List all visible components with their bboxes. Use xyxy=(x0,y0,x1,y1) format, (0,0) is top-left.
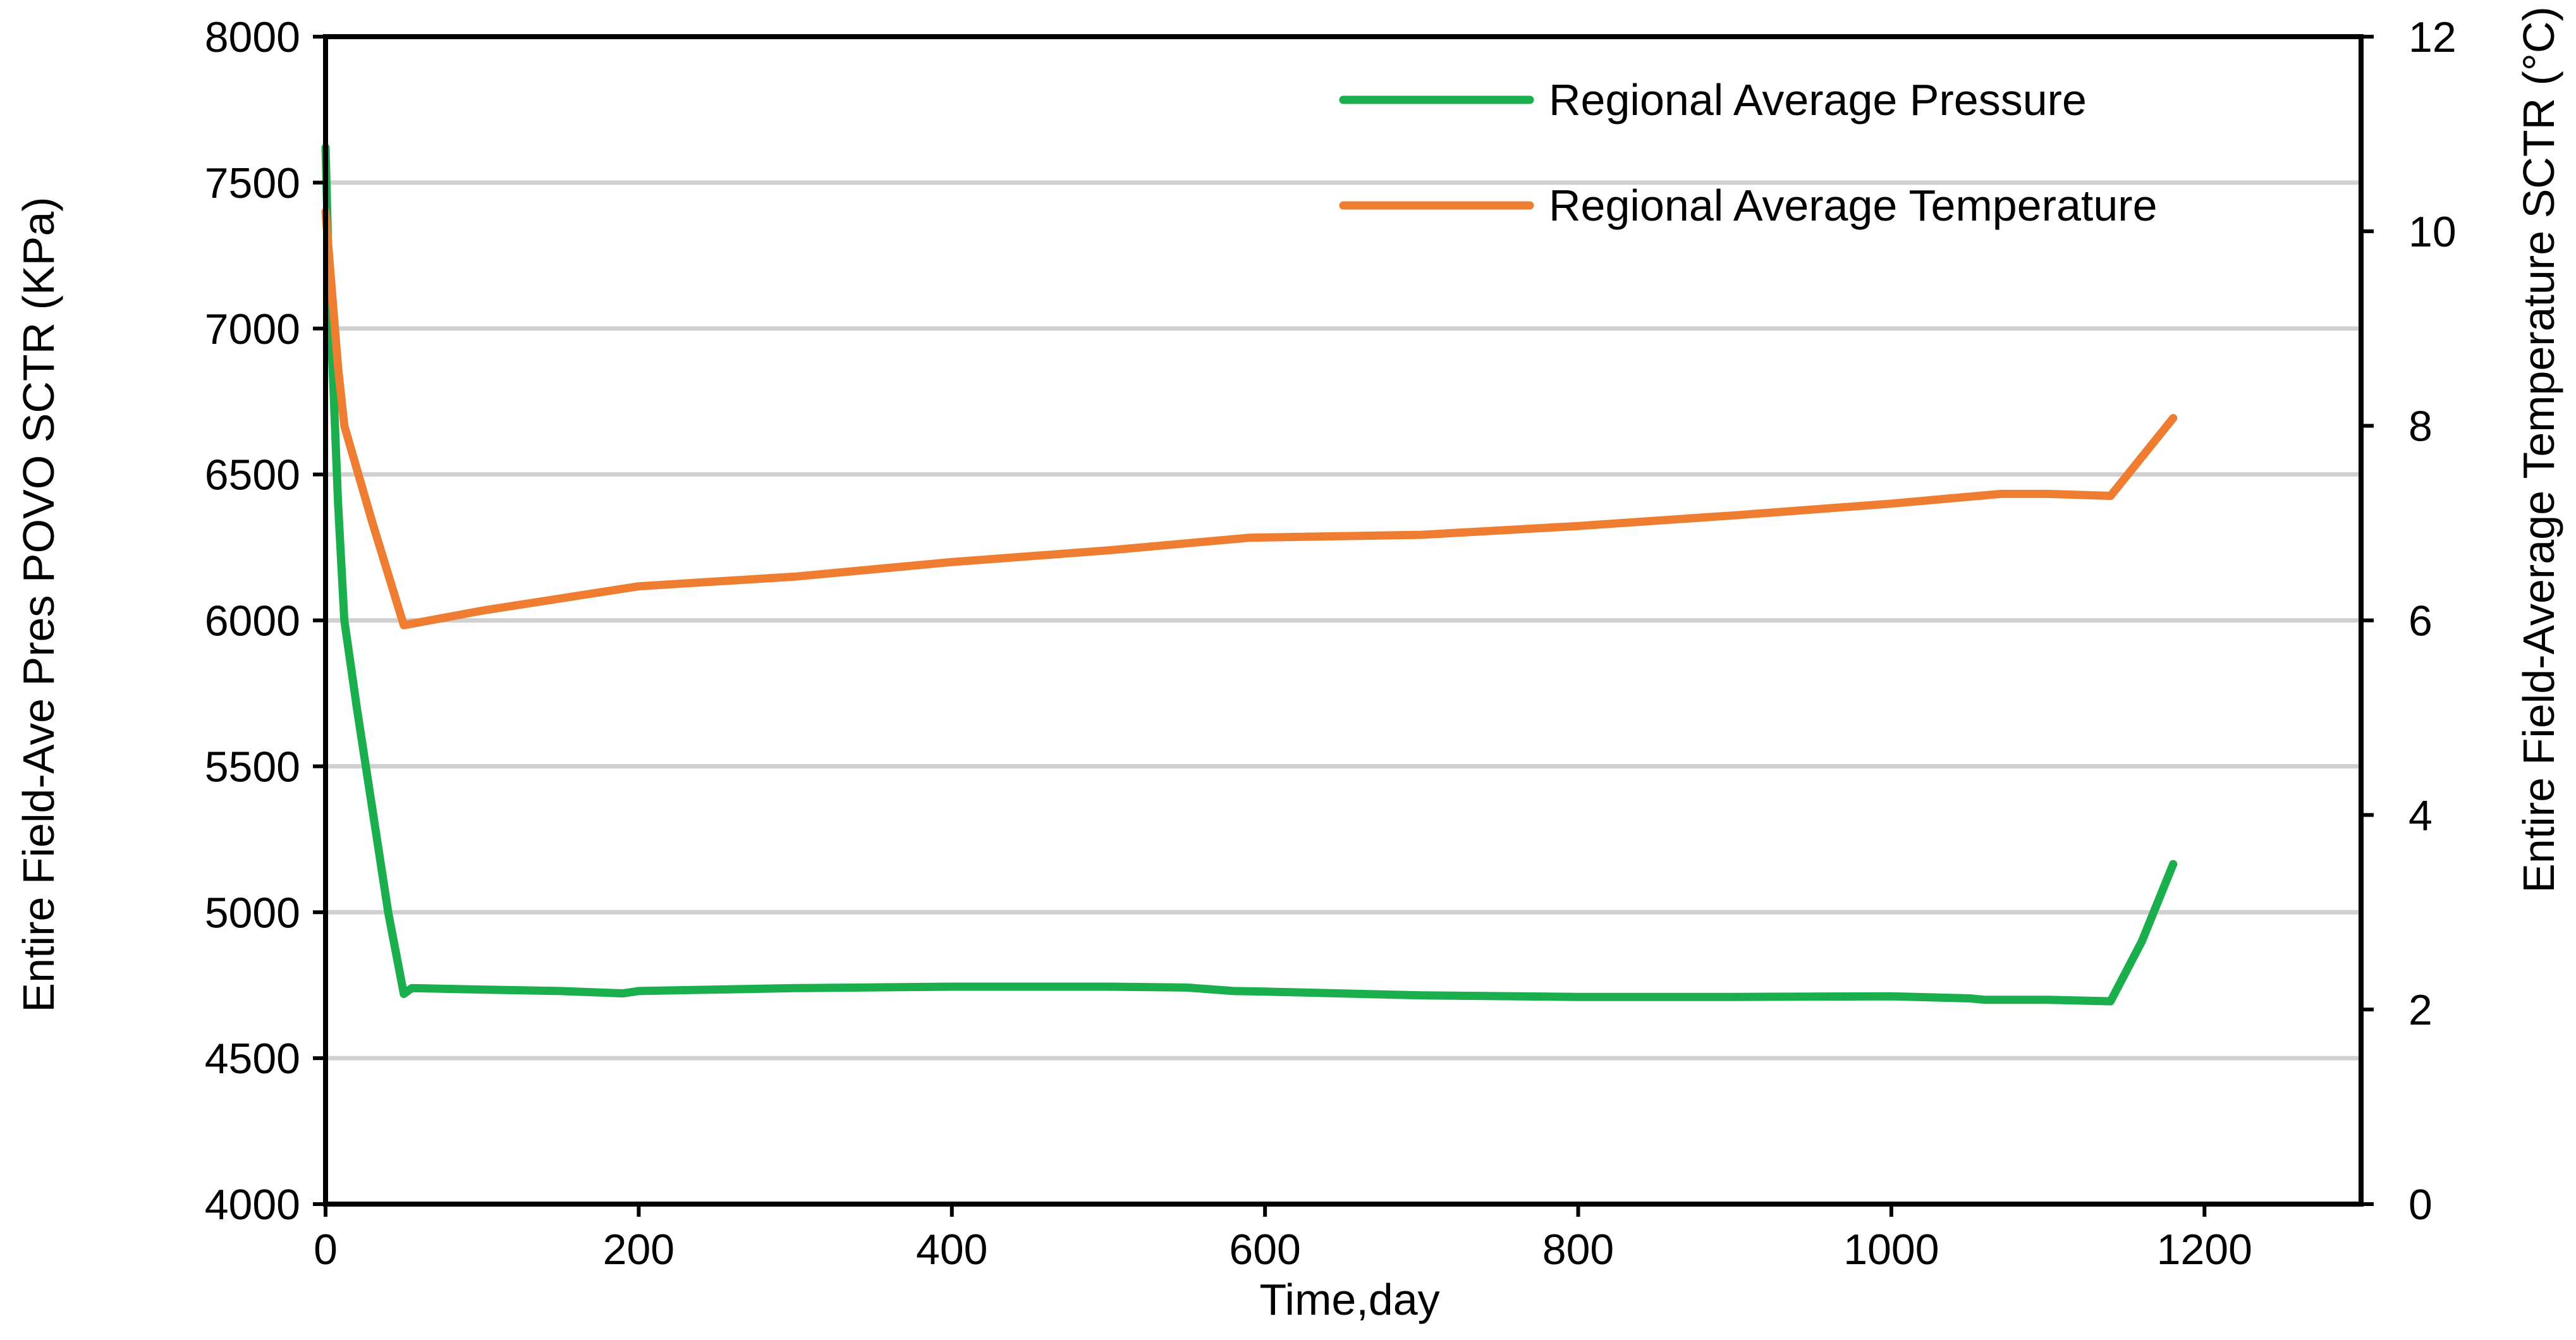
y-left-tick-label-5500: 5500 xyxy=(205,743,300,791)
y-axis-left-ticks: 4000 4500 5000 5500 6000 6500 7000 7500 8000 xyxy=(205,13,326,1229)
x-tick-label-200: 200 xyxy=(603,1226,675,1274)
y-left-tick-label-8000: 8000 xyxy=(205,13,300,61)
y-left-tick-label-7000: 7000 xyxy=(205,305,300,353)
series-lines xyxy=(321,143,2178,1006)
y-left-tick-label-7500: 7500 xyxy=(205,159,300,207)
x-tick-label-1000: 1000 xyxy=(1843,1226,1939,1274)
y-right-tick-label-4: 4 xyxy=(2408,791,2433,839)
gridlines xyxy=(326,180,2361,1061)
y-right-tick-label-2: 2 xyxy=(2408,986,2433,1034)
legend-label-temperature: Regional Average Temperature xyxy=(1549,181,2158,230)
y-left-tick-label-6500: 6500 xyxy=(205,451,300,499)
y-right-tick-label-12: 12 xyxy=(2408,13,2457,61)
y-left-tick-label-6000: 6000 xyxy=(205,597,300,645)
x-tick-label-400: 400 xyxy=(916,1226,987,1274)
y-axis-right-ticks: 0 2 4 6 8 10 12 xyxy=(2361,13,2457,1229)
y-right-tick-label-10: 10 xyxy=(2408,208,2457,256)
x-axis-ticks: 0 200 400 600 800 1000 1200 xyxy=(314,1204,2252,1274)
y-axis-right-title: Entire Field-Average Temperature SCTR (°… xyxy=(2514,6,2563,893)
series-line-temperature xyxy=(321,207,2178,630)
x-tick-label-0: 0 xyxy=(314,1226,338,1274)
y-right-tick-label-0: 0 xyxy=(2408,1181,2433,1229)
y-right-tick-label-6: 6 xyxy=(2408,597,2433,645)
legend: Regional Average Pressure Regional Averag… xyxy=(1339,75,2158,230)
y-left-tick-label-4500: 4500 xyxy=(205,1035,300,1083)
y-axis-left-title: Entire Field-Ave Pres POVO SCTR (KPa) xyxy=(14,197,63,1012)
x-tick-label-800: 800 xyxy=(1542,1226,1614,1274)
legend-label-pressure: Regional Average Pressure xyxy=(1549,75,2087,125)
y-right-tick-label-8: 8 xyxy=(2408,403,2433,451)
x-axis-title: Time,day xyxy=(1259,1275,1439,1324)
x-tick-label-600: 600 xyxy=(1229,1226,1300,1274)
y-left-tick-label-5000: 5000 xyxy=(205,889,300,937)
x-tick-label-1200: 1200 xyxy=(2157,1226,2252,1274)
series-line-pressure xyxy=(321,143,2178,1006)
y-left-tick-label-4000: 4000 xyxy=(205,1181,300,1229)
